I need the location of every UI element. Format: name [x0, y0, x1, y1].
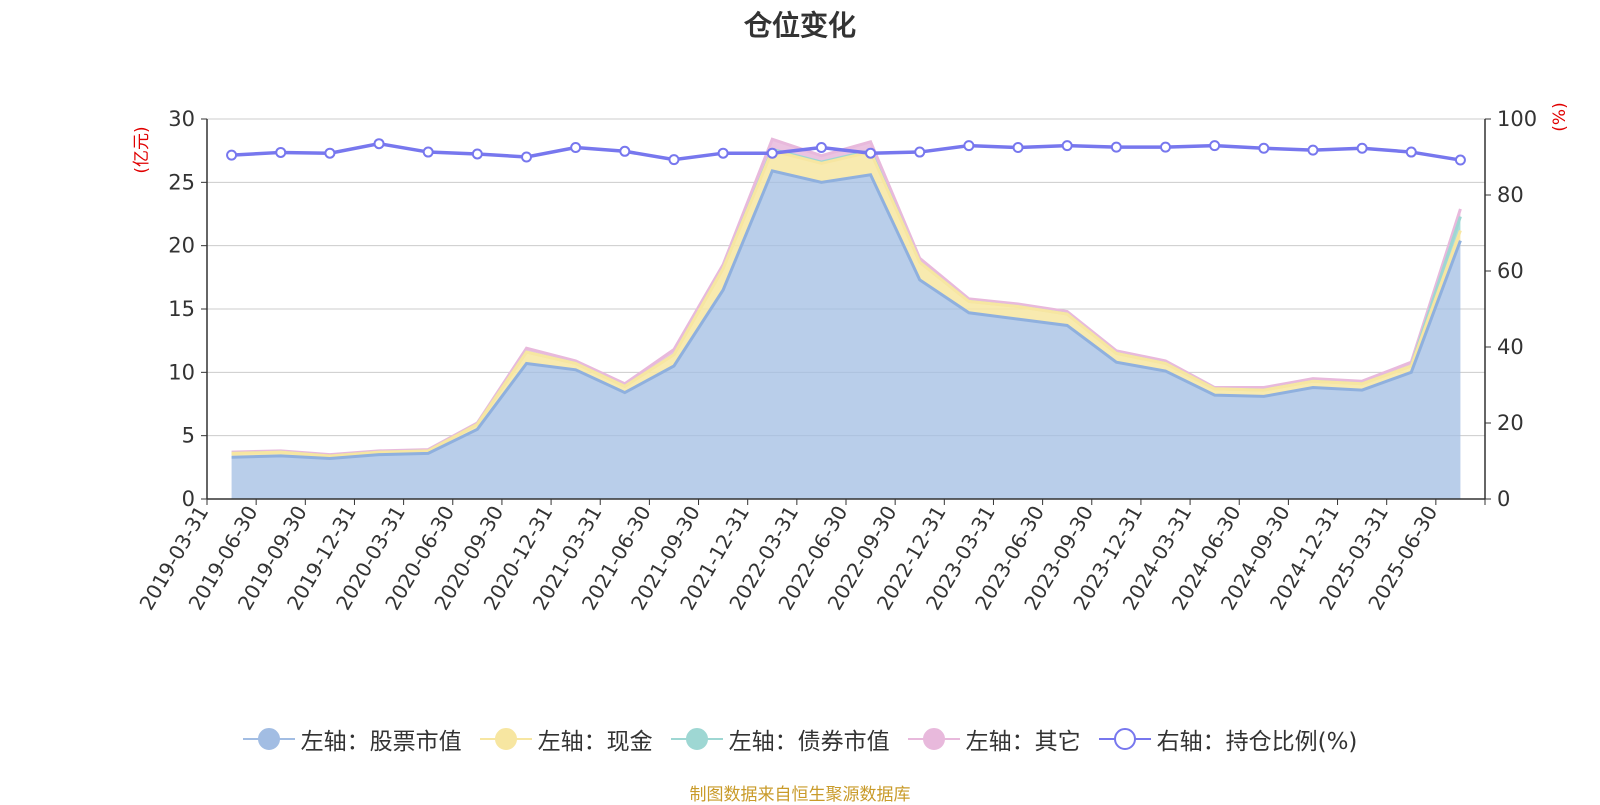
- ratio-point: [1209, 140, 1221, 152]
- ratio-point: [1405, 146, 1417, 158]
- y-left-tick-label: 15: [168, 297, 195, 321]
- chart-title: 仓位变化: [743, 9, 856, 42]
- area-stock: [231, 170, 1461, 499]
- ratio-point: [815, 142, 827, 153]
- ratio-point: [471, 148, 483, 160]
- ratio-point: [275, 146, 287, 158]
- legend-item[interactable]: 左轴：股票市值: [242, 722, 462, 756]
- ratio-point: [1012, 142, 1024, 153]
- y-right-unit-label: (%): [1550, 102, 1570, 131]
- legend-marker-icon: [670, 725, 723, 753]
- y-right-tick-label: 0: [1497, 487, 1510, 511]
- ratio-point: [373, 138, 385, 150]
- ratio-point: [1110, 141, 1122, 153]
- ratio-point: [914, 146, 926, 158]
- ratio-point: [717, 147, 729, 159]
- ratio-point: [422, 146, 434, 158]
- ratio-point: [324, 147, 336, 159]
- source-note: 制图数据来自恒生聚源数据库: [689, 785, 911, 805]
- legend-marker-icon: [242, 725, 295, 753]
- ratio-point: [963, 140, 975, 152]
- ratio-point: [1307, 144, 1319, 156]
- legend-label: 右轴：持仓比例(%): [1156, 729, 1358, 755]
- legend-label: 左轴：其它: [965, 729, 1081, 755]
- y-right-tick-label: 20: [1497, 411, 1524, 435]
- ratio-point: [668, 154, 680, 166]
- ratio-point: [766, 147, 778, 159]
- ratio-point: [1160, 141, 1171, 153]
- area-edge-line: [231, 169, 1462, 460]
- ratio-point: [1454, 154, 1466, 166]
- y-right-tick-label: 100: [1497, 107, 1537, 131]
- stacked-areas: [231, 137, 1462, 499]
- area-edge-line: [231, 148, 1462, 458]
- ratio-line-series[interactable]: [226, 138, 1466, 166]
- y-left-tick-label: 0: [182, 487, 195, 511]
- ratio-point: [1258, 142, 1270, 154]
- legend-label: 左轴：债券市值: [728, 729, 890, 755]
- legend-label: 左轴：股票市值: [300, 729, 462, 755]
- ratio-line: [231, 141, 1461, 162]
- legend-marker-icon: [479, 725, 532, 753]
- y-left-tick-label: 10: [168, 360, 195, 384]
- ratio-point: [865, 147, 877, 159]
- y-right-tick-label: 60: [1497, 259, 1524, 283]
- legend-item[interactable]: 左轴：其它: [907, 722, 1081, 756]
- y-right-tick-label: 40: [1497, 335, 1524, 359]
- ratio-point: [521, 151, 532, 163]
- ratio-point: [619, 145, 631, 157]
- y-right-tick-label: 80: [1497, 183, 1524, 207]
- ratio-point: [226, 149, 238, 161]
- y-left-tick-label: 25: [168, 170, 195, 194]
- legend-item[interactable]: 左轴：债券市值: [670, 722, 890, 756]
- y-left-tick-label: 5: [182, 424, 195, 448]
- y-left-unit-label: (亿元): [132, 126, 152, 173]
- legend-marker-icon: [907, 725, 960, 753]
- ratio-point: [1356, 142, 1368, 154]
- y-left-tick-label: 30: [168, 107, 195, 131]
- legend-item[interactable]: 右轴：持仓比例(%): [1098, 722, 1358, 756]
- legend-marker-icon: [1098, 725, 1151, 753]
- legend-item[interactable]: 左轴：现金: [479, 722, 653, 756]
- ratio-point: [1061, 140, 1073, 152]
- ratio-point: [570, 142, 582, 153]
- legend-label: 左轴：现金: [537, 729, 653, 755]
- y-left-tick-label: 20: [168, 234, 195, 258]
- legend: 左轴：股票市值 左轴：现金 左轴：债券市值 左轴：其它 右轴：持仓比例(%): [0, 722, 1600, 756]
